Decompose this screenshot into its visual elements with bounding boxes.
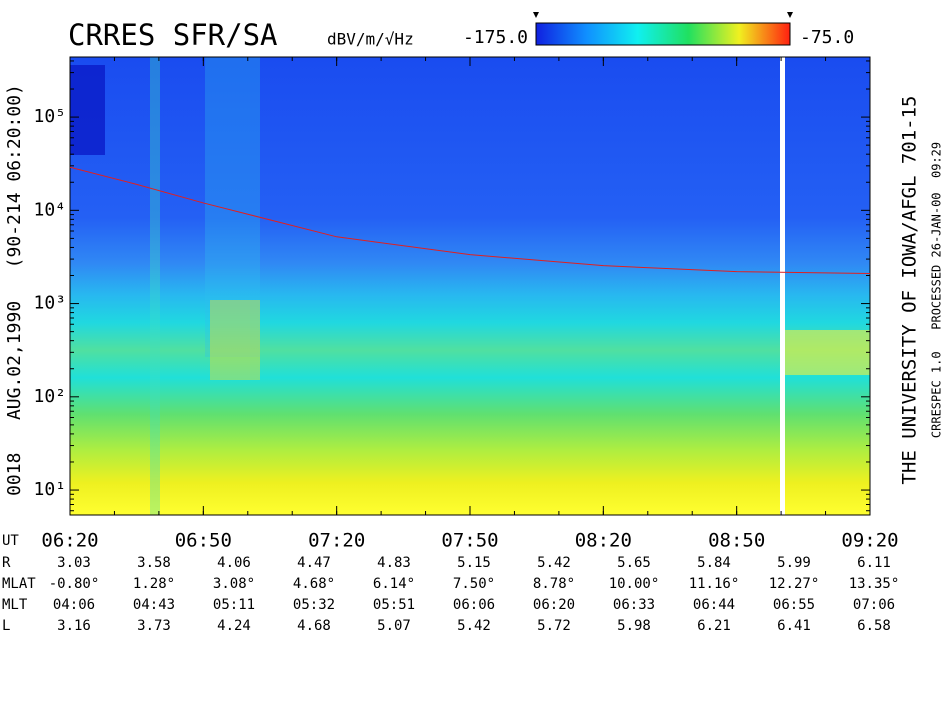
right-note: CRRESPEC 1.0 PROCESSED 26-JAN-00 09:29 <box>930 142 944 438</box>
x-tick-label: 07:20 <box>308 530 365 552</box>
ephemeris-value: 6.14° <box>373 576 415 592</box>
ephemeris-value: 04:43 <box>133 597 175 613</box>
colorbar-label: dBV/m/√Hz <box>327 30 414 49</box>
ephemeris-row-label: L <box>2 618 10 634</box>
ephemeris-value: 06:44 <box>693 597 735 613</box>
ephemeris-value: 10.00° <box>609 576 660 592</box>
ephemeris-value: 06:20 <box>533 597 575 613</box>
right-title: THE UNIVERSITY OF IOWA/AFGL 701-15 <box>899 96 921 485</box>
ephemeris-value: 4.47 <box>297 555 331 571</box>
ephemeris-value: 3.08° <box>213 576 255 592</box>
ephemeris-value: 4.68 <box>297 618 331 634</box>
y-tick-label: 10³ <box>33 293 66 314</box>
ephemeris-value: 8.78° <box>533 576 575 592</box>
ephemeris-value: 4.24 <box>217 618 251 634</box>
y-tick-label: 10⁵ <box>33 106 66 127</box>
ephemeris-value: 05:32 <box>293 597 335 613</box>
ephemeris-value: 12.27° <box>769 576 820 592</box>
ephemeris-value: 5.84 <box>697 555 731 571</box>
spectrogram-image <box>70 57 870 515</box>
ephemeris-value: 5.65 <box>617 555 651 571</box>
ephemeris-value: 5.15 <box>457 555 491 571</box>
ephemeris-value: 07:06 <box>853 597 895 613</box>
colorbar-tick-label: -75.0 <box>800 27 854 48</box>
ephemeris-value: 6.58 <box>857 618 891 634</box>
ephemeris-value: 13.35° <box>849 576 900 592</box>
colorbar-tick-label: -175.0 <box>463 27 528 48</box>
x-tick-label: 08:20 <box>575 530 632 552</box>
ephemeris-value: 1.28° <box>133 576 175 592</box>
ephemeris-value: 6.41 <box>777 618 811 634</box>
ephemeris-value: 11.16° <box>689 576 740 592</box>
ephemeris-value: 5.98 <box>617 618 651 634</box>
ephemeris-value: 5.42 <box>457 618 491 634</box>
ephemeris-row-label: MLAT <box>2 576 36 592</box>
ephemeris-value: 06:55 <box>773 597 815 613</box>
ephemeris-value: 05:11 <box>213 597 255 613</box>
y-tick-label: 10⁴ <box>33 199 66 220</box>
ephemeris-value: 06:33 <box>613 597 655 613</box>
y-tick-label: 10² <box>33 386 66 407</box>
x-tick-label: 08:50 <box>708 530 765 552</box>
ephemeris-row-label: MLT <box>2 597 28 613</box>
colorbar-tick <box>533 12 539 18</box>
ephemeris-value: 4.83 <box>377 555 411 571</box>
chart-title: CRRES SFR/SA <box>68 18 278 52</box>
x-tick-label: 07:50 <box>441 530 498 552</box>
x-tick-label: 06:50 <box>175 530 232 552</box>
series-line <box>69 166 871 275</box>
x-axis-label: UT <box>2 533 19 549</box>
ephemeris-value: -0.80° <box>49 576 100 592</box>
x-tick-label: 09:20 <box>841 530 898 552</box>
ephemeris-value: 6.21 <box>697 618 731 634</box>
ephemeris-row-label: R <box>2 555 11 571</box>
x-tick-label: 06:20 <box>41 530 98 552</box>
ephemeris-value: 3.03 <box>57 555 91 571</box>
ephemeris-value: 5.42 <box>537 555 571 571</box>
ephemeris-value: 3.73 <box>137 618 171 634</box>
ephemeris-value: 5.99 <box>777 555 811 571</box>
ephemeris-value: 3.16 <box>57 618 91 634</box>
y-tick-label: 10¹ <box>33 479 66 500</box>
colorbar <box>535 22 791 46</box>
ephemeris-value: 3.58 <box>137 555 171 571</box>
ephemeris-value: 6.11 <box>857 555 891 571</box>
y-axis-label: 0018 AUG.02,1990 (90-214 06:20:00) <box>4 84 25 496</box>
ephemeris-value: 4.06 <box>217 555 251 571</box>
ephemeris-value: 04:06 <box>53 597 95 613</box>
colorbar-tick <box>787 12 793 18</box>
ephemeris-value: 5.72 <box>537 618 571 634</box>
ephemeris-value: 06:06 <box>453 597 495 613</box>
ephemeris-value: 5.07 <box>377 618 411 634</box>
ephemeris-value: 4.68° <box>293 576 335 592</box>
ephemeris-value: 7.50° <box>453 576 495 592</box>
ephemeris-value: 05:51 <box>373 597 415 613</box>
